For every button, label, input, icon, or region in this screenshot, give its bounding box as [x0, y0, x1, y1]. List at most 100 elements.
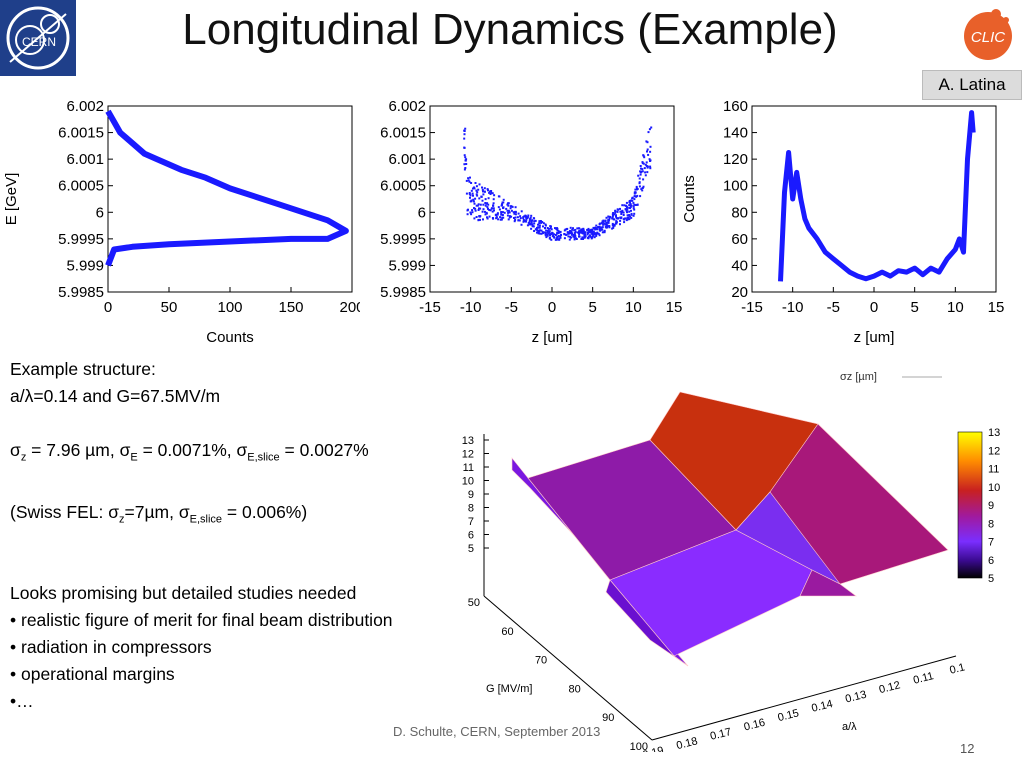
scatter-point	[570, 233, 573, 236]
scatter-point	[475, 189, 478, 192]
sigma-line: σz = 7.96 µm, σE = 0.0071%, σE,slice = 0…	[10, 440, 369, 464]
scatter-point	[572, 234, 575, 236]
scatter-point	[555, 227, 558, 230]
scatter-point	[520, 210, 523, 213]
scatter-point	[549, 225, 552, 228]
x-tick-label: -5	[505, 299, 518, 316]
scatter-point	[500, 211, 503, 213]
scatter-point	[503, 211, 506, 214]
scatter-point	[490, 190, 493, 192]
scatter-point	[646, 171, 649, 174]
legend-entry: σz [µm]	[840, 371, 877, 383]
scatter-point	[536, 229, 539, 232]
scatter-point	[482, 208, 485, 211]
scatter-point	[574, 235, 577, 237]
scatter-point	[615, 214, 617, 217]
scatter-point	[506, 203, 509, 206]
a-tick-label: 0.15	[777, 707, 801, 724]
scatter-point	[587, 229, 589, 231]
scatter-point	[523, 219, 526, 222]
scatter-point	[496, 213, 499, 216]
scatter-point	[499, 216, 502, 219]
z-tick-label: 9	[468, 489, 474, 501]
scatter-point	[581, 231, 584, 234]
y-tick-labels: 6.002 6.0015 6.001 6.0005 6 5.9995 5.999 5.9985	[380, 98, 435, 301]
scatter-point	[642, 154, 645, 157]
scatter-point	[590, 237, 593, 240]
scatter-point	[469, 194, 472, 197]
scatter-point	[477, 188, 480, 191]
scatter-point	[485, 211, 488, 214]
scatter-point	[484, 204, 487, 207]
scatter-point	[646, 165, 649, 168]
scatter-point	[574, 228, 577, 231]
clic-logo: CLIC	[960, 6, 1016, 62]
y-tick-label: 140	[723, 125, 748, 142]
scatter-point	[638, 185, 641, 188]
scatter-point	[626, 211, 628, 214]
scatter-point	[488, 190, 491, 193]
scatter-point	[487, 203, 490, 206]
plot-frame	[429, 105, 675, 293]
x-tick-label: 15	[666, 299, 683, 316]
scatter-point	[537, 232, 540, 235]
scatter-point	[489, 193, 492, 195]
g-tick-label: 70	[535, 655, 547, 667]
scatter-point	[578, 227, 581, 230]
current-profile-plot: 160 140 120 100 80 60 40 20 -15 -10 -5 0 5 10 15 z [u…	[681, 98, 1004, 346]
z-tick-label: 5	[468, 543, 474, 555]
scatter-point	[602, 220, 604, 223]
scatter-point	[580, 238, 583, 240]
scatter-point	[605, 216, 608, 219]
a-tick-label: 0.18	[675, 735, 699, 752]
scatter-point	[500, 212, 503, 215]
scatter-point	[614, 222, 617, 225]
scatter-point	[638, 181, 641, 184]
scatter-point	[506, 214, 509, 217]
colorbar	[957, 431, 983, 579]
scatter-point	[559, 235, 562, 238]
colorbar-tick-label: 10	[988, 482, 1000, 494]
scatter-point	[514, 218, 517, 221]
scatter-point	[547, 232, 550, 235]
scatter-point	[560, 234, 562, 236]
scatter-point	[472, 200, 475, 203]
scatter-point	[471, 209, 474, 212]
scatter-point	[530, 221, 533, 224]
scatter-point	[612, 218, 615, 221]
scatter-point	[500, 218, 503, 221]
plot-frame	[107, 105, 353, 293]
scatter-point	[525, 220, 527, 223]
scatter-point	[629, 203, 632, 205]
scatter-point	[510, 209, 513, 212]
scatter-point	[572, 235, 575, 238]
scatter-point	[620, 213, 623, 215]
a-axis-label: a/λ	[842, 721, 857, 733]
scatter-point	[519, 217, 522, 220]
scatter-point	[587, 235, 590, 238]
scatter-point	[479, 203, 482, 206]
scatter-point	[535, 228, 538, 231]
scatter-point	[464, 159, 467, 162]
scatter-point	[544, 233, 547, 236]
scatter-point	[592, 234, 595, 237]
x-tick-label: 0	[870, 299, 878, 316]
scatter-point	[641, 187, 644, 189]
scatter-point	[630, 212, 633, 215]
scatter-point	[502, 216, 505, 219]
x-tick-label: 5	[910, 299, 918, 316]
scatter-point	[473, 207, 475, 210]
scatter-point	[463, 146, 466, 149]
scatter-point	[548, 230, 551, 233]
scatter-point	[507, 202, 510, 205]
scatter-point	[554, 234, 557, 236]
scatter-point	[583, 235, 586, 237]
scatter-point	[612, 226, 615, 229]
x-tick-label: -15	[419, 299, 441, 316]
swiss-fel-line: (Swiss FEL: σz=7µm, σE,slice = 0.006%)	[10, 501, 308, 526]
scatter-point	[492, 202, 495, 205]
scatter-point	[645, 161, 648, 164]
x-tick-label: 0	[548, 299, 556, 316]
scatter-point	[476, 204, 479, 207]
